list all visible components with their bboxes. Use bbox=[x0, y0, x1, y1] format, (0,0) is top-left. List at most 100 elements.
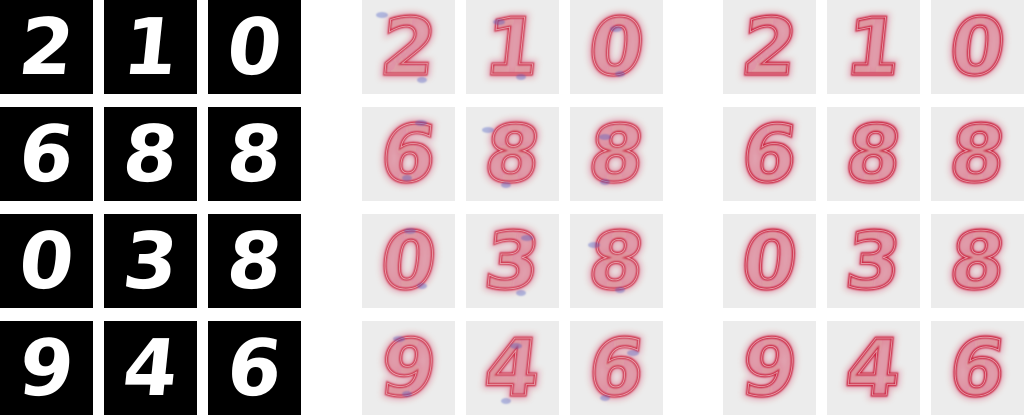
relevance-texture: 8 bbox=[842, 109, 906, 200]
digit-image: 8 bbox=[104, 107, 197, 201]
relevance-texture: 9 bbox=[377, 323, 441, 414]
relevance-strokes: 0 bbox=[738, 216, 802, 307]
relevance-map: 333 bbox=[827, 214, 920, 308]
relevance-texture: 8 bbox=[946, 216, 1010, 307]
input-digit-tile: 3 bbox=[104, 214, 197, 308]
relevance-map: 888 bbox=[570, 107, 663, 201]
relevance-strokes: 8 bbox=[481, 109, 545, 200]
relevance-map: 333 bbox=[466, 214, 559, 308]
relevance-strokes: 4 bbox=[481, 323, 545, 414]
negative-relevance-spot bbox=[588, 242, 600, 248]
digit-image: 1 bbox=[104, 0, 197, 94]
relevance-strokes: 3 bbox=[842, 216, 906, 307]
relevance-map: 666 bbox=[931, 321, 1024, 415]
relevance-strokes: 6 bbox=[377, 109, 441, 200]
input-digit-tile: 8 bbox=[208, 107, 301, 201]
digit-image: 3 bbox=[104, 214, 197, 308]
input-digit-tile: 2 bbox=[0, 0, 93, 94]
relevance-texture: 9 bbox=[738, 323, 802, 414]
digit-image: 0 bbox=[0, 214, 93, 308]
digit-glyph: 8 bbox=[119, 109, 183, 200]
input-digit-tile: 0 bbox=[0, 214, 93, 308]
relevance-map: 111 bbox=[466, 0, 559, 94]
relevance-texture: 6 bbox=[946, 323, 1010, 414]
negative-relevance-spot bbox=[599, 134, 611, 140]
relevance-map: 999 bbox=[362, 321, 455, 415]
digit-image: 8 bbox=[208, 214, 301, 308]
relevance-map: 222 bbox=[723, 0, 816, 94]
negative-relevance-spot bbox=[415, 120, 427, 126]
input-digit-tile: 8 bbox=[208, 214, 301, 308]
digit-image: 2 bbox=[0, 0, 93, 94]
relevance-strokes: 0 bbox=[946, 2, 1010, 93]
digit-glyph: 6 bbox=[223, 323, 287, 414]
relevance-map: 888 bbox=[570, 214, 663, 308]
relevance-map: 111 bbox=[827, 0, 920, 94]
input-digit-tile: 6 bbox=[0, 107, 93, 201]
relevance-texture: 8 bbox=[481, 109, 545, 200]
relevance-texture: 0 bbox=[738, 216, 802, 307]
negative-relevance-spot bbox=[376, 12, 388, 18]
relevance-halo: 6 bbox=[738, 109, 802, 200]
digit-glyph: 2 bbox=[15, 2, 79, 93]
relevance-texture: 1 bbox=[842, 2, 906, 93]
digit-glyph: 8 bbox=[223, 109, 287, 200]
relevance-map: 666 bbox=[723, 107, 816, 201]
negative-relevance-spot bbox=[627, 350, 639, 356]
relevance-map: 666 bbox=[362, 107, 455, 201]
relevance-halo: 3 bbox=[842, 216, 906, 307]
relevance-strokes: 3 bbox=[481, 216, 545, 307]
relevance-map: 888 bbox=[466, 107, 559, 201]
digit-glyph: 0 bbox=[223, 2, 287, 93]
relevance-texture: 6 bbox=[377, 109, 441, 200]
digit-glyph: 6 bbox=[15, 109, 79, 200]
input-digit-tile: 0 bbox=[208, 0, 301, 94]
input-digit-tile: 6 bbox=[208, 321, 301, 415]
relevance-strokes: 8 bbox=[946, 109, 1010, 200]
relevance-texture: 6 bbox=[585, 323, 649, 414]
relevance-strokes: 6 bbox=[585, 323, 649, 414]
relevance-strokes: 8 bbox=[585, 216, 649, 307]
input-digit-tile: 1 bbox=[104, 0, 197, 94]
negative-relevance-spot bbox=[516, 74, 526, 80]
relevance-strokes: 0 bbox=[585, 2, 649, 93]
digit-glyph: 1 bbox=[119, 2, 183, 93]
negative-relevance-spot bbox=[610, 26, 622, 32]
relevance-strokes: 2 bbox=[738, 2, 802, 93]
relevance-halo: 2 bbox=[738, 2, 802, 93]
relevance-map: 000 bbox=[723, 214, 816, 308]
relevance-halo: 8 bbox=[481, 109, 545, 200]
relevance-halo: 8 bbox=[585, 109, 649, 200]
relevance-texture: 4 bbox=[842, 323, 906, 414]
negative-relevance-spot bbox=[615, 287, 625, 293]
relevance-strokes: 8 bbox=[946, 216, 1010, 307]
relevance-strokes: 1 bbox=[481, 2, 545, 93]
digit-image: 8 bbox=[208, 107, 301, 201]
relevance-strokes: 6 bbox=[946, 323, 1010, 414]
negative-relevance-spot bbox=[510, 343, 522, 349]
relevance-texture: 6 bbox=[738, 109, 802, 200]
negative-relevance-spot bbox=[402, 175, 412, 181]
input-digit-tile: 9 bbox=[0, 321, 93, 415]
negative-relevance-spot bbox=[516, 290, 526, 296]
relevance-strokes: 9 bbox=[377, 323, 441, 414]
relevance-texture: 0 bbox=[946, 2, 1010, 93]
relevance-map: 000 bbox=[570, 0, 663, 94]
relevance-halo: 8 bbox=[946, 109, 1010, 200]
